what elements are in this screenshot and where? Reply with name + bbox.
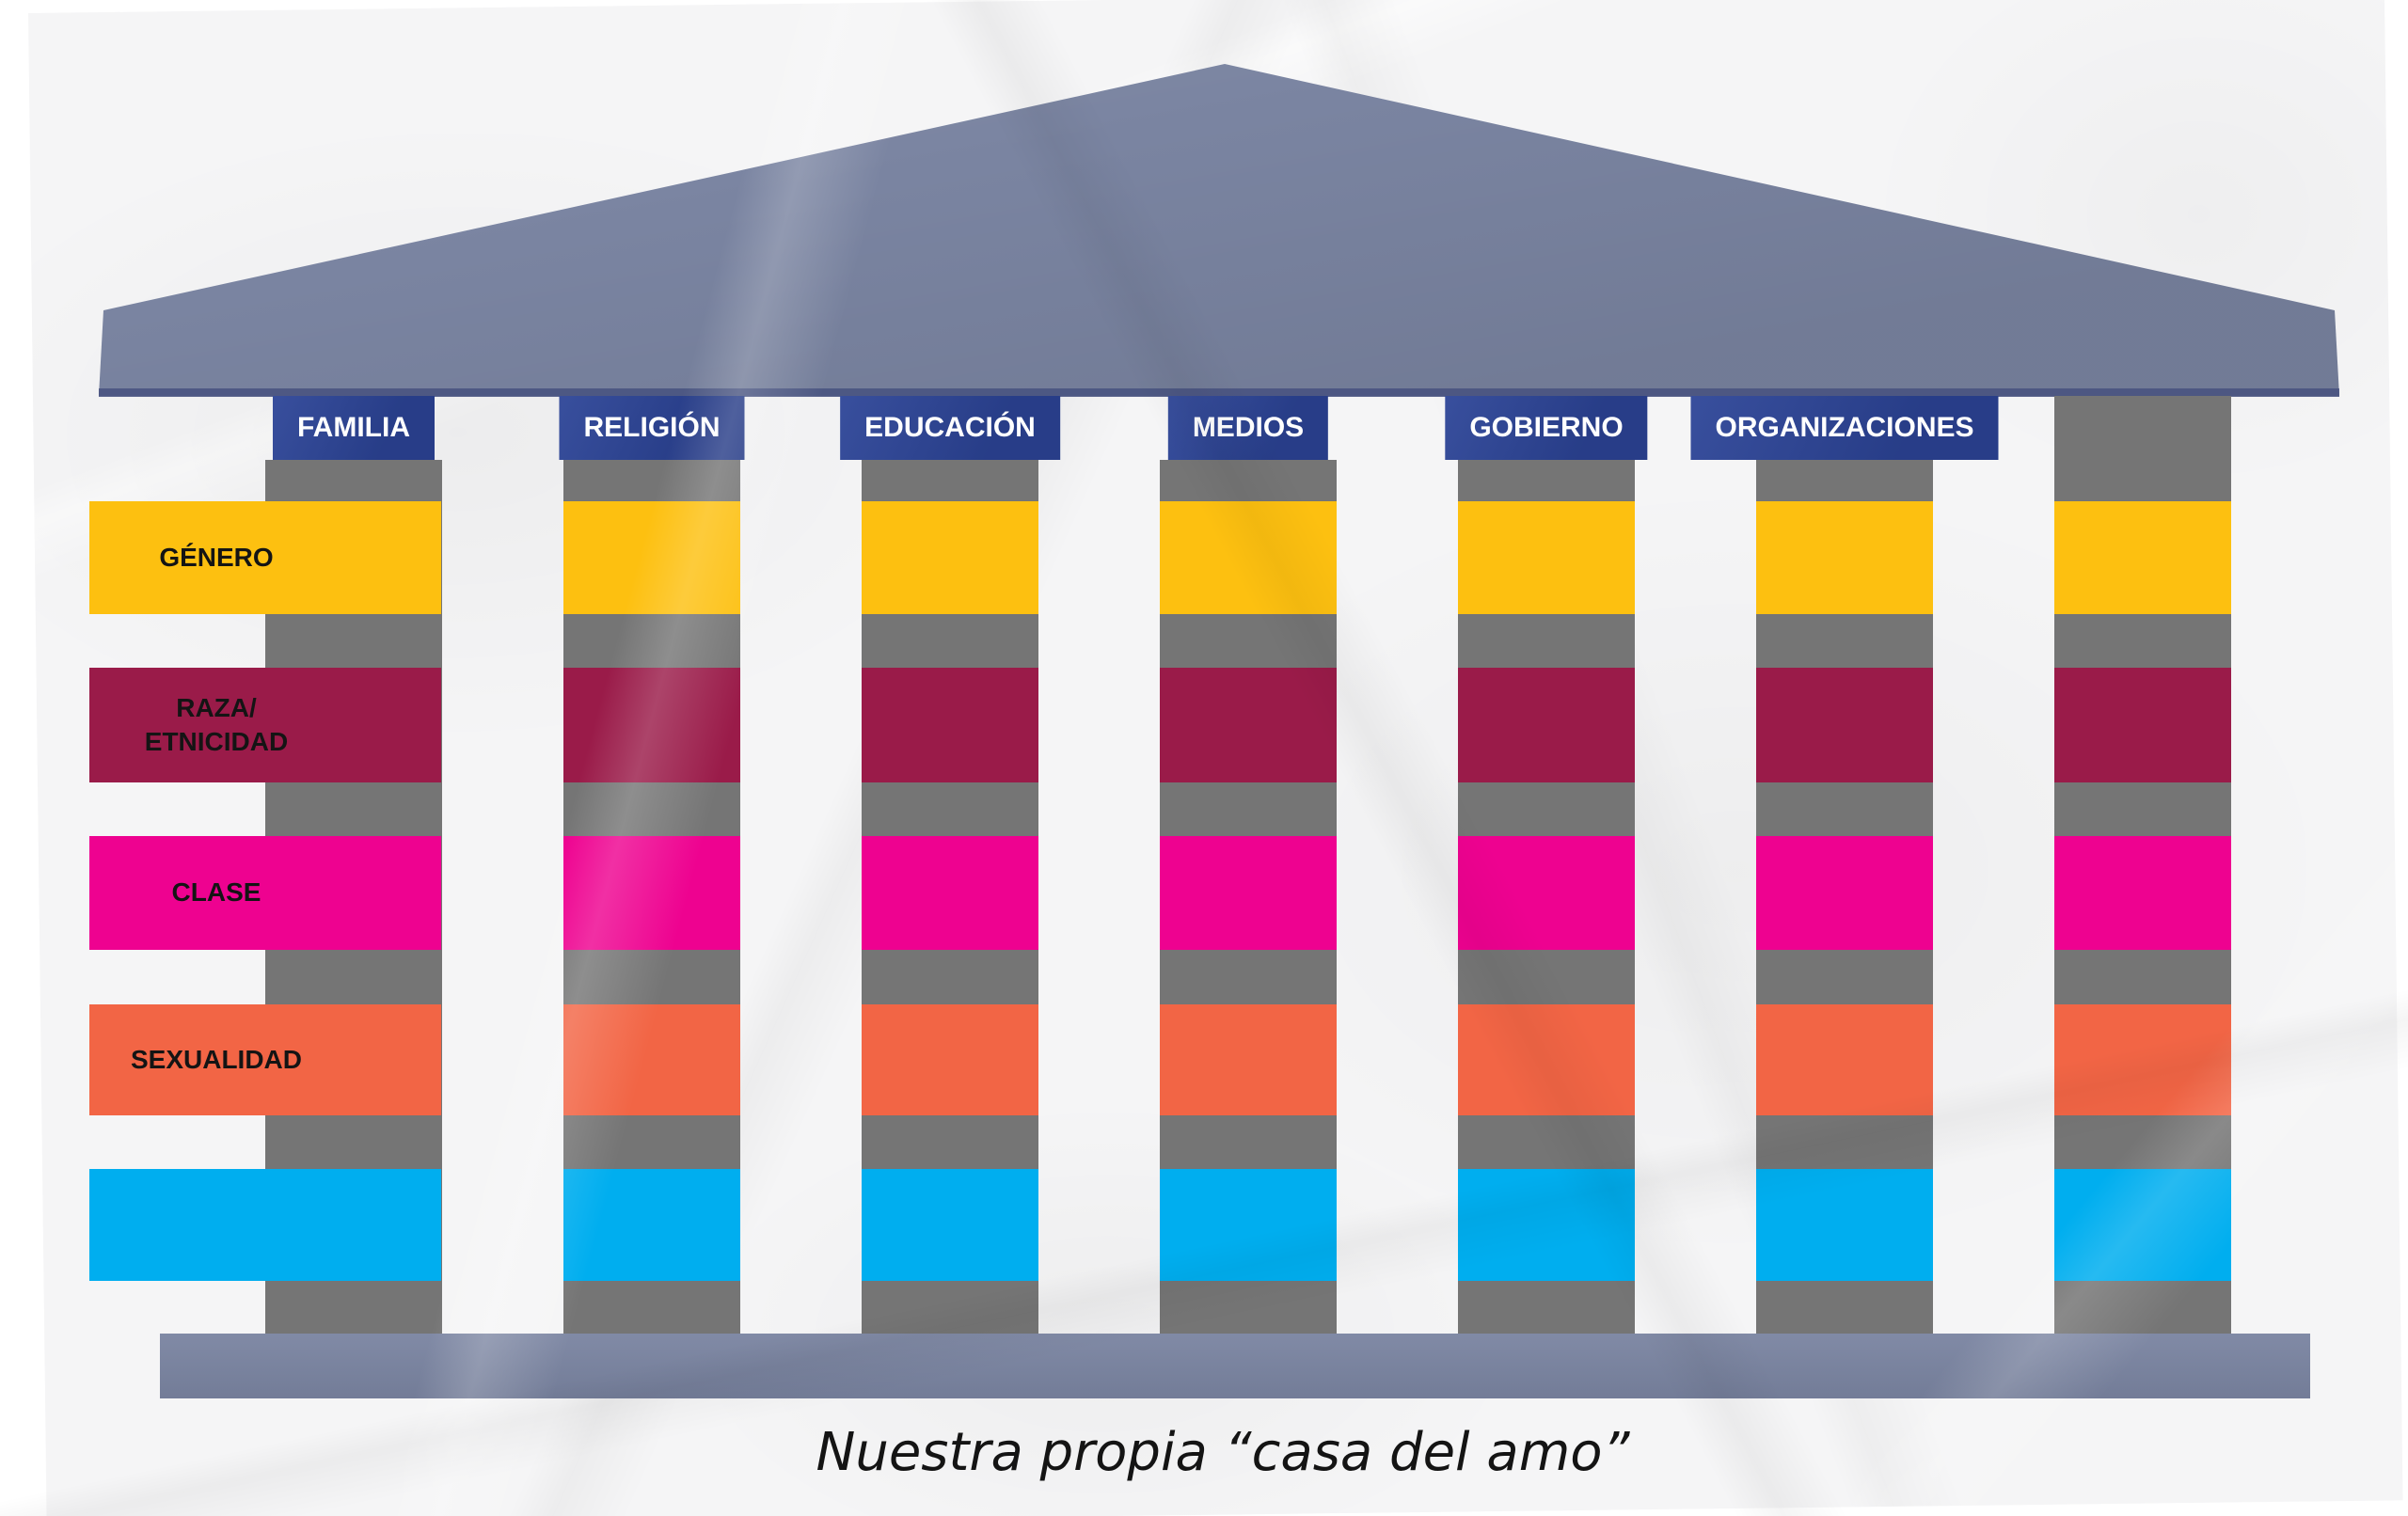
- band-segment-genero: [862, 501, 1038, 614]
- band-segment-raza: [862, 668, 1038, 782]
- band-segment-clase: [1756, 836, 1933, 950]
- band-segment-genero: [1160, 501, 1337, 614]
- band-segment-azul: [563, 1169, 740, 1281]
- band-segment-raza: [1756, 668, 1933, 782]
- column-header-familia: FAMILIA: [273, 396, 435, 460]
- temple-roof-bottom-edge: [99, 388, 2339, 397]
- band-segment-raza: [1160, 668, 1337, 782]
- band-segment-sexualidad: [1756, 1004, 1933, 1115]
- row-label-azul: [89, 1169, 441, 1281]
- band-segment-clase: [1160, 836, 1337, 950]
- column-header-label: FAMILIA: [297, 412, 410, 443]
- column-header-label: RELIGIÓN: [583, 412, 721, 443]
- band-segment-sexualidad: [1160, 1004, 1337, 1115]
- band-segment-azul: [1756, 1169, 1933, 1281]
- band-segment-clase: [2054, 836, 2231, 950]
- band-segment-clase: [563, 836, 740, 950]
- band-segment-sexualidad: [1458, 1004, 1635, 1115]
- band-segment-genero: [1756, 501, 1933, 614]
- band-segment-raza: [2054, 668, 2231, 782]
- row-label-text: CLASE: [171, 877, 261, 908]
- band-segment-clase: [862, 836, 1038, 950]
- band-segment-azul: [1458, 1169, 1635, 1281]
- band-segment-genero: [2054, 501, 2231, 614]
- band-segment-azul: [862, 1169, 1038, 1281]
- band-segment-raza: [1458, 668, 1635, 782]
- column-header-label: EDUCACIÓN: [864, 412, 1036, 443]
- row-label-text: SEXUALIDAD: [130, 1044, 302, 1074]
- row-label-sexualidad: SEXUALIDAD: [89, 1004, 441, 1115]
- temple-base: [160, 1334, 2310, 1398]
- row-label-text: RAZA/ ETNICIDAD: [144, 692, 289, 756]
- row-label-genero: GÉNERO: [89, 501, 441, 614]
- row-label-text: GÉNERO: [159, 542, 274, 572]
- band-segment-sexualidad: [563, 1004, 740, 1115]
- band-segment-sexualidad: [2054, 1004, 2231, 1115]
- column-header-gobierno: GOBIERNO: [1445, 396, 1648, 460]
- row-label-clase: CLASE: [89, 836, 441, 950]
- band-segment-sexualidad: [862, 1004, 1038, 1115]
- column-header-organizaciones: ORGANIZACIONES: [1690, 396, 1999, 460]
- band-segment-azul: [2054, 1169, 2231, 1281]
- band-segment-genero: [1458, 501, 1635, 614]
- column-header-label: MEDIOS: [1192, 412, 1305, 443]
- column-header-religion: RELIGIÓN: [559, 396, 745, 460]
- column-header-medios: MEDIOS: [1167, 396, 1329, 460]
- caption-text: Nuestra propia “casa del amo”: [816, 1422, 1630, 1483]
- column-header-label: GOBIERNO: [1469, 412, 1624, 443]
- band-segment-raza: [563, 668, 740, 782]
- row-label-raza-etnicidad: RAZA/ ETNICIDAD: [89, 668, 441, 782]
- column-header-label: ORGANIZACIONES: [1715, 412, 1974, 443]
- band-segment-genero: [563, 501, 740, 614]
- band-segment-clase: [1458, 836, 1635, 950]
- band-segment-azul: [1160, 1169, 1337, 1281]
- column-header-educacion: EDUCACIÓN: [840, 396, 1060, 460]
